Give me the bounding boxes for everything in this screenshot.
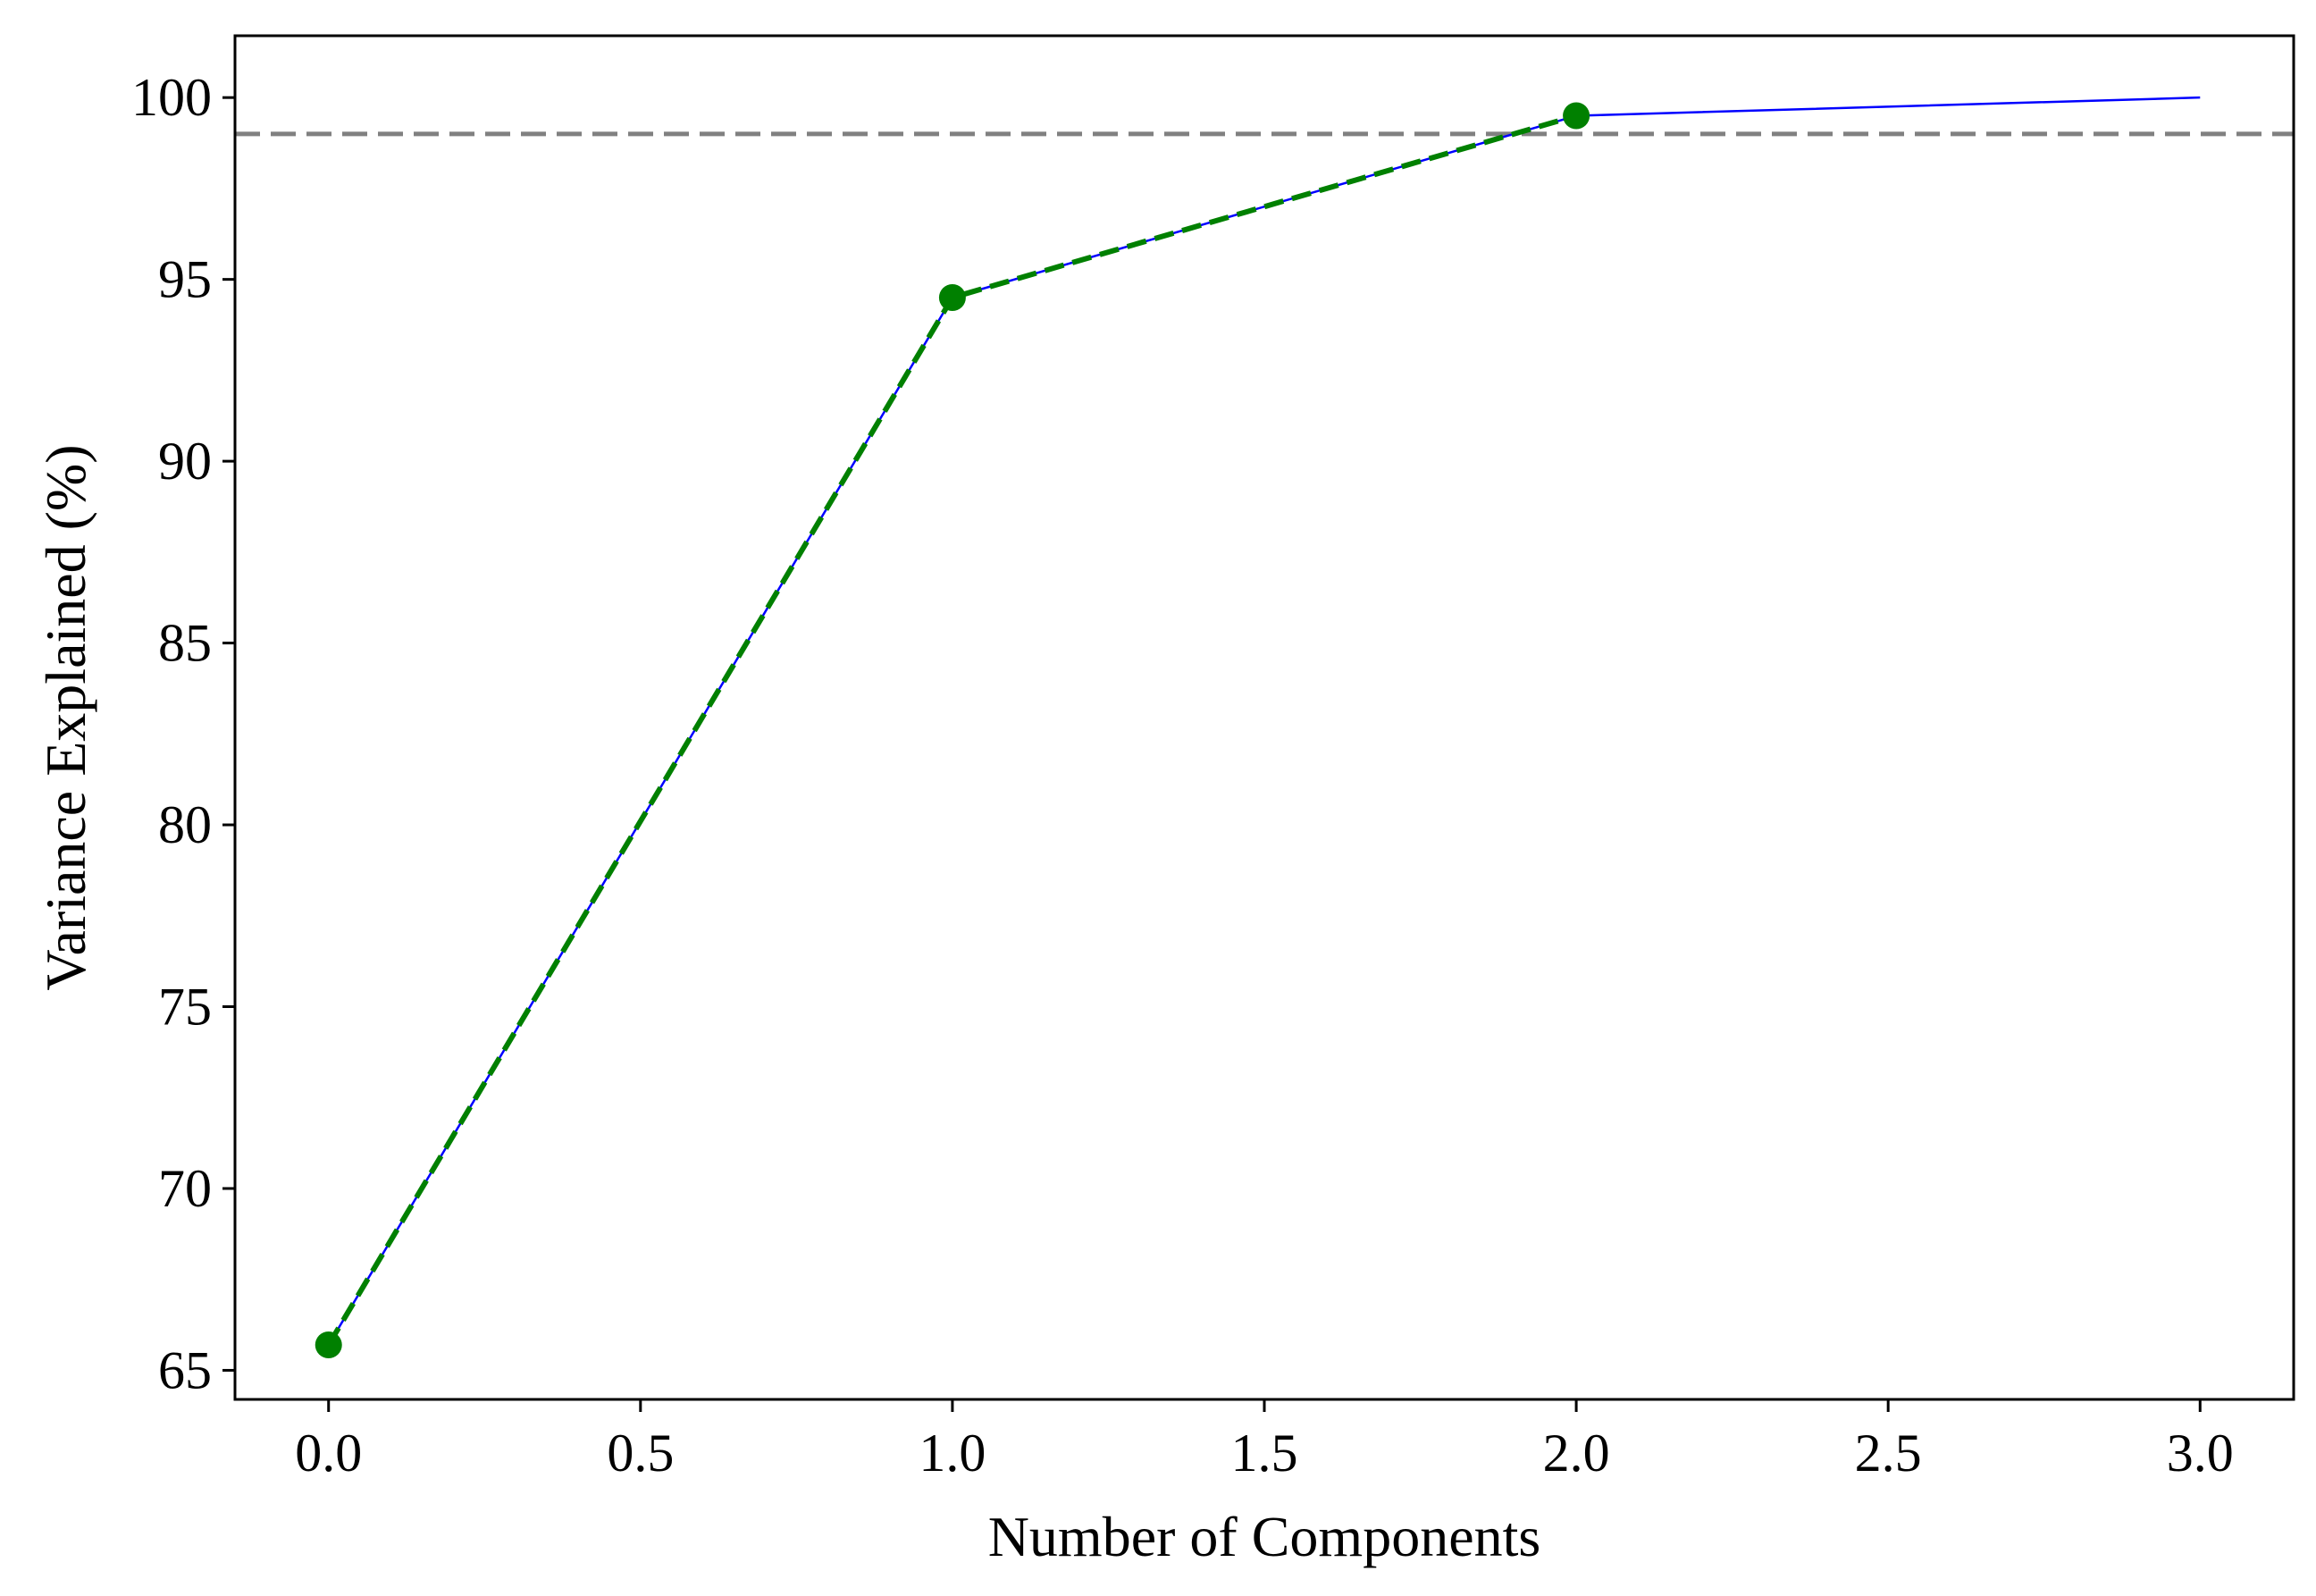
y-tick-label: 75 (158, 978, 212, 1037)
x-axis: 0.0 0.5 1.0 1.5 2.0 2.5 3.0 (295, 1399, 2234, 1483)
plot-marks (235, 96, 2294, 1358)
y-tick-label: 90 (158, 432, 212, 491)
plot-frame (233, 34, 2295, 1401)
y-tick-label: 80 (158, 795, 212, 854)
y-tick-label: 65 (158, 1340, 212, 1399)
data-point (1563, 102, 1590, 130)
x-axis-label: Number of Components (988, 1505, 1541, 1568)
y-tick-label: 95 (158, 250, 212, 309)
x-tick-label: 2.0 (1543, 1424, 1610, 1483)
y-axis: 65 70 75 80 85 90 95 100 (131, 68, 235, 1399)
x-tick-label: 1.0 (919, 1424, 986, 1483)
x-tick-label: 3.0 (2167, 1424, 2234, 1483)
y-tick-label: 100 (131, 68, 212, 127)
y-axis-label: Variance Explained (%) (34, 444, 97, 990)
data-point (315, 1331, 342, 1358)
series-line-0 (327, 96, 2201, 1346)
y-tick-label: 70 (158, 1159, 212, 1218)
x-tick-label: 0.0 (295, 1424, 362, 1483)
x-tick-label: 0.5 (607, 1424, 674, 1483)
x-tick-label: 2.5 (1855, 1424, 1922, 1483)
data-point (938, 283, 966, 311)
y-tick-label: 85 (158, 614, 212, 673)
x-tick-label: 1.5 (1231, 1424, 1298, 1483)
